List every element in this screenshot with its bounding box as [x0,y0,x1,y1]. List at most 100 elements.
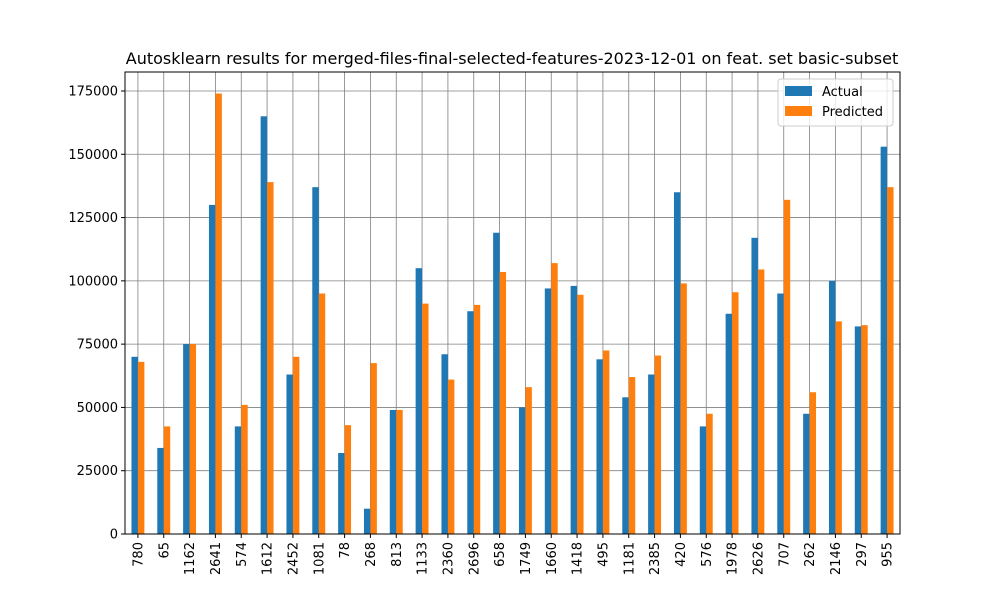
legend-swatch-actual [785,86,812,96]
bar-predicted [654,355,662,534]
bar-actual [157,447,164,534]
bar-predicted [680,283,687,534]
y-tick-label: 0 [110,528,118,543]
bar-actual [363,508,371,534]
bar-actual [467,311,474,534]
y-tick-label: 150000 [68,148,118,163]
bar-predicted [318,293,326,534]
bar-predicted [887,187,894,534]
bar-actual [673,192,681,534]
y-tick-label: 100000 [68,274,118,289]
x-tick-label: 420 [674,542,689,567]
x-tick-label: 707 [777,542,792,567]
x-tick-label: 2385 [648,542,663,575]
bar-predicted [344,425,352,534]
x-tick-label: 1418 [571,542,586,575]
bar-predicted [241,404,248,534]
bar-actual [183,344,190,534]
x-tick-label: 1660 [545,542,560,575]
x-tick-label: 576 [700,542,715,567]
bar-actual [699,426,707,534]
bar-predicted [732,292,739,534]
legend-swatch-predicted [785,106,812,116]
bar-predicted [525,387,532,534]
y-tick-label: 125000 [68,211,118,226]
x-tick-label: 1181 [622,542,637,575]
bar-predicted [189,344,197,534]
bar-predicted [473,304,481,534]
x-tick-label: 297 [855,542,870,567]
bar-predicted [422,303,429,534]
x-tick-label: 268 [364,542,379,567]
y-axis-ticks: 0 25000 50000 75000 100000 125000 150000 175000 [68,84,125,543]
x-tick-label: 1081 [312,542,327,575]
x-tick-label: 2360 [441,542,456,575]
x-tick-label: 1978 [726,542,741,575]
bar-actual [286,374,293,534]
legend: Actual Predicted [777,78,894,127]
x-tick-label: 780 [131,542,146,567]
y-tick-label: 25000 [77,464,118,479]
bar-predicted [783,199,791,534]
bar-predicted [163,426,171,534]
y-tick-label: 175000 [68,84,118,99]
bar-actual [854,326,862,534]
x-tick-label: 2626 [751,542,766,575]
bar-actual [648,374,655,534]
bar-predicted [551,263,558,534]
bar-actual [518,407,526,534]
y-tick-label: 75000 [77,338,118,353]
y-tick-label: 50000 [77,401,118,416]
x-tick-label: 2146 [829,542,844,575]
bar-actual [570,285,578,534]
bar-predicted [835,321,842,534]
bar-actual [725,313,733,534]
bar-actual [131,356,138,534]
bar-predicted [628,377,636,534]
bar-actual [622,397,629,534]
bar-predicted [137,361,145,534]
legend-label-actual: Actual [822,85,863,100]
bar-predicted [706,413,713,534]
plot-frame [124,71,901,535]
x-tick-label: 78 [338,542,353,559]
bar-actual [777,293,784,534]
bar-actual [828,280,836,534]
bars [131,93,894,535]
legend-label-predicted: Predicted [822,105,883,120]
bar-actual [260,116,268,535]
x-tick-label: 495 [596,542,611,567]
bar-actual [596,359,603,534]
x-tick-label: 262 [803,542,818,567]
x-tick-label: 658 [493,542,508,567]
bar-actual [338,452,345,534]
bar-predicted [577,294,584,534]
x-tick-label: 574 [235,542,250,567]
bar-predicted [757,269,765,534]
x-tick-label: 1133 [416,542,431,575]
x-tick-label: 1612 [261,542,276,575]
chart-title: Autosklearn results for merged-files-fin… [126,49,898,68]
bar-predicted [602,350,610,534]
bar-predicted [267,182,274,534]
x-tick-label: 1749 [519,542,534,575]
bar-predicted [499,271,507,534]
bar-actual [389,409,397,534]
x-tick-label: 65 [157,542,172,559]
x-tick-label: 1162 [183,542,198,575]
bar-actual [880,146,888,535]
bar-predicted [861,325,868,534]
bar-actual [544,288,552,534]
bar-predicted [292,356,300,534]
bar-predicted [215,93,222,534]
bar-actual [415,268,423,534]
x-tick-label: 2452 [286,542,301,575]
x-tick-label: 2696 [467,542,482,575]
bar-actual [803,413,810,534]
bar-actual [493,232,500,535]
bar-actual [441,354,448,534]
x-tick-label: 813 [390,542,405,567]
bar-actual [751,237,758,534]
x-tick-label: 2641 [209,542,224,575]
